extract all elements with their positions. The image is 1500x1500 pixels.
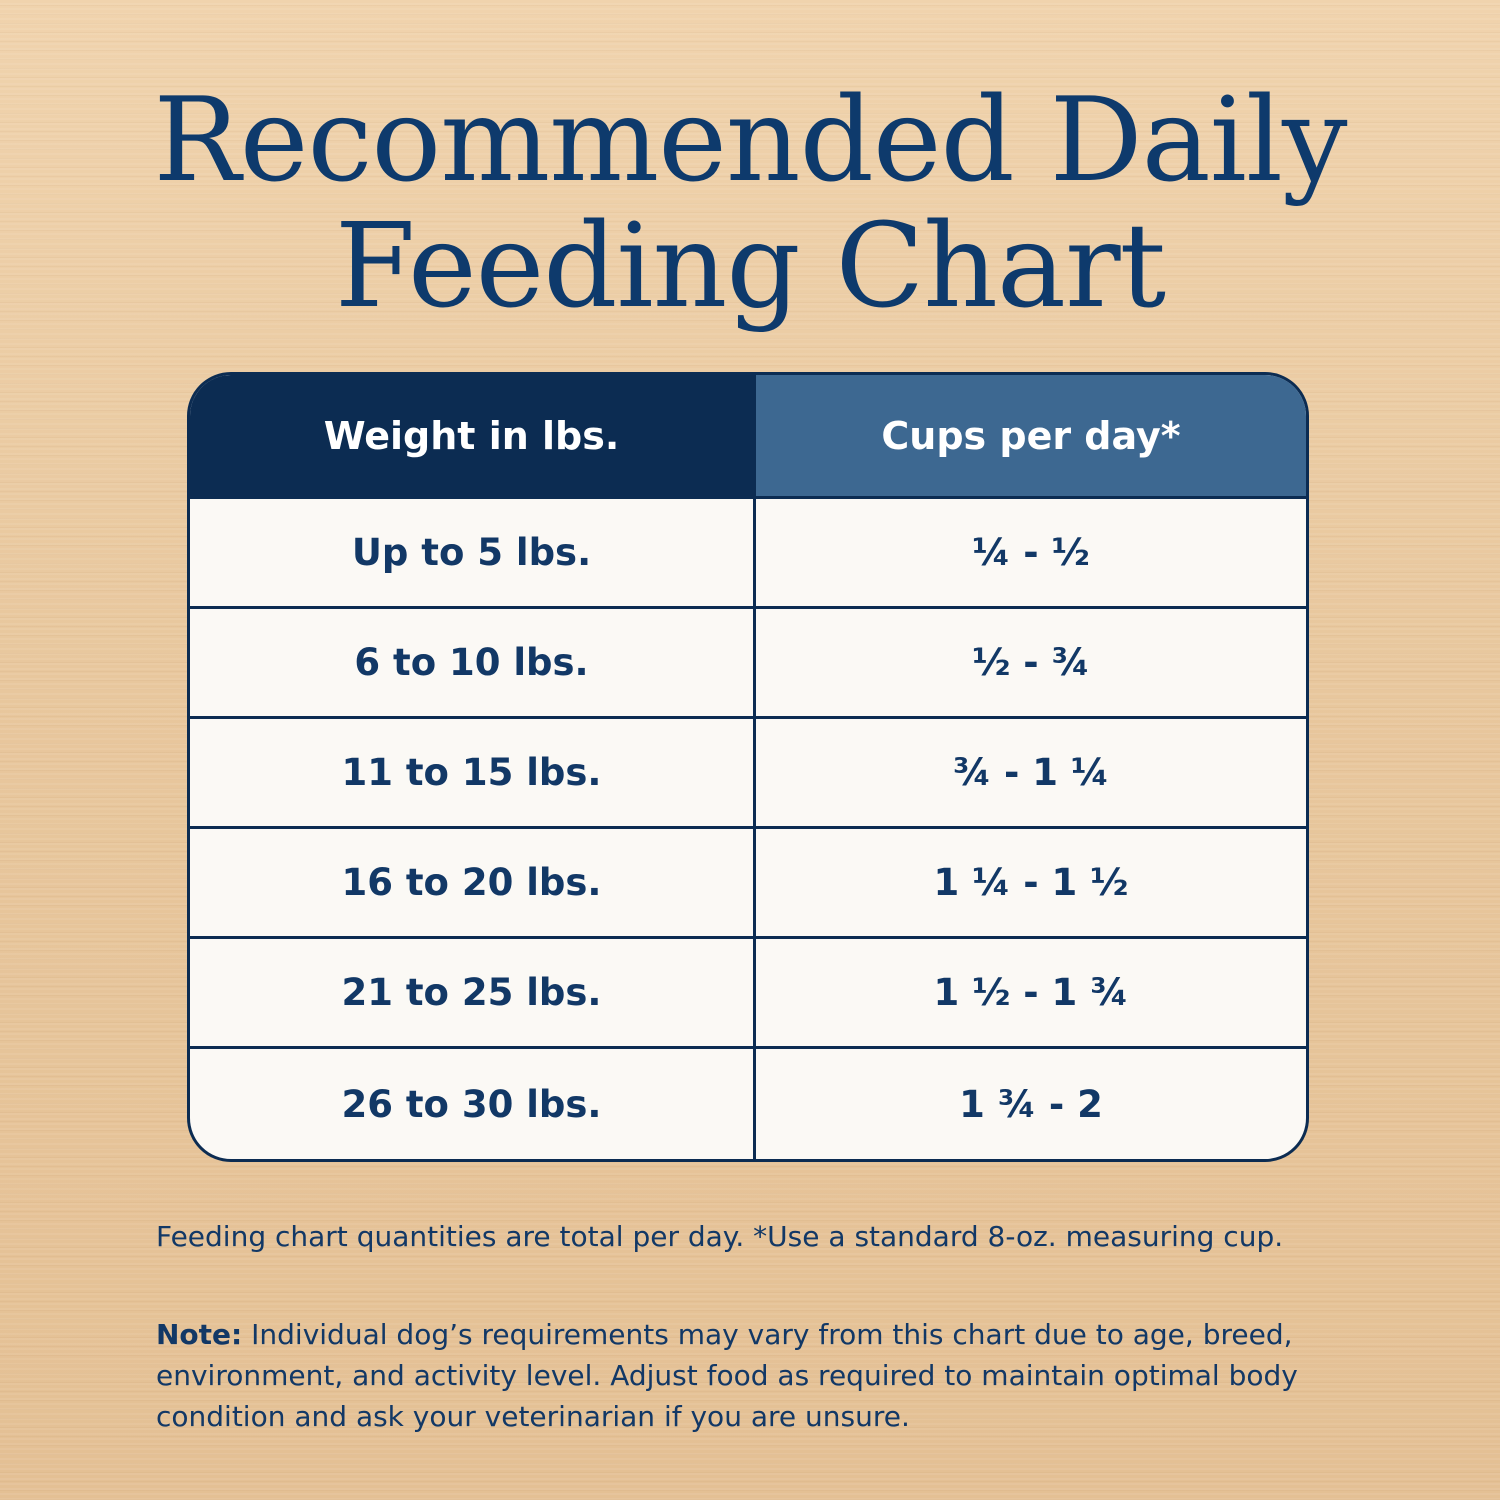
feeding-table: Weight in lbs. Cups per day* Up to 5 lbs… — [187, 372, 1309, 1162]
row-2-cups: ½ - ¾ — [756, 609, 1306, 719]
title-line-1: Recommended Daily — [153, 73, 1347, 208]
note-text: Individual dog’s requirements may vary f… — [156, 1318, 1298, 1433]
row-6-weight: 26 to 30 lbs. — [190, 1049, 756, 1159]
header-cups: Cups per day* — [756, 375, 1306, 499]
row-2-weight: 6 to 10 lbs. — [190, 609, 756, 719]
row-5-cups: 1 ½ - 1 ¾ — [756, 939, 1306, 1049]
note-label: Note: — [156, 1318, 243, 1351]
row-3-weight: 11 to 15 lbs. — [190, 719, 756, 829]
footnote: Feeding chart quantities are total per d… — [156, 1220, 1284, 1253]
row-1-cups: ¼ - ½ — [756, 499, 1306, 609]
row-4-weight: 16 to 20 lbs. — [190, 829, 756, 939]
row-5-weight: 21 to 25 lbs. — [190, 939, 756, 1049]
row-4-cups: 1 ¼ - 1 ½ — [756, 829, 1306, 939]
page-title: Recommended Daily Feeding Chart — [0, 78, 1500, 330]
note: Note: Individual dog’s requirements may … — [156, 1314, 1376, 1437]
row-3-cups: ¾ - 1 ¼ — [756, 719, 1306, 829]
header-weight: Weight in lbs. — [190, 375, 756, 499]
row-6-cups: 1 ¾ - 2 — [959, 1082, 1103, 1126]
title-line-2: Feeding Chart — [334, 199, 1166, 334]
row-1-weight: Up to 5 lbs. — [190, 499, 756, 609]
